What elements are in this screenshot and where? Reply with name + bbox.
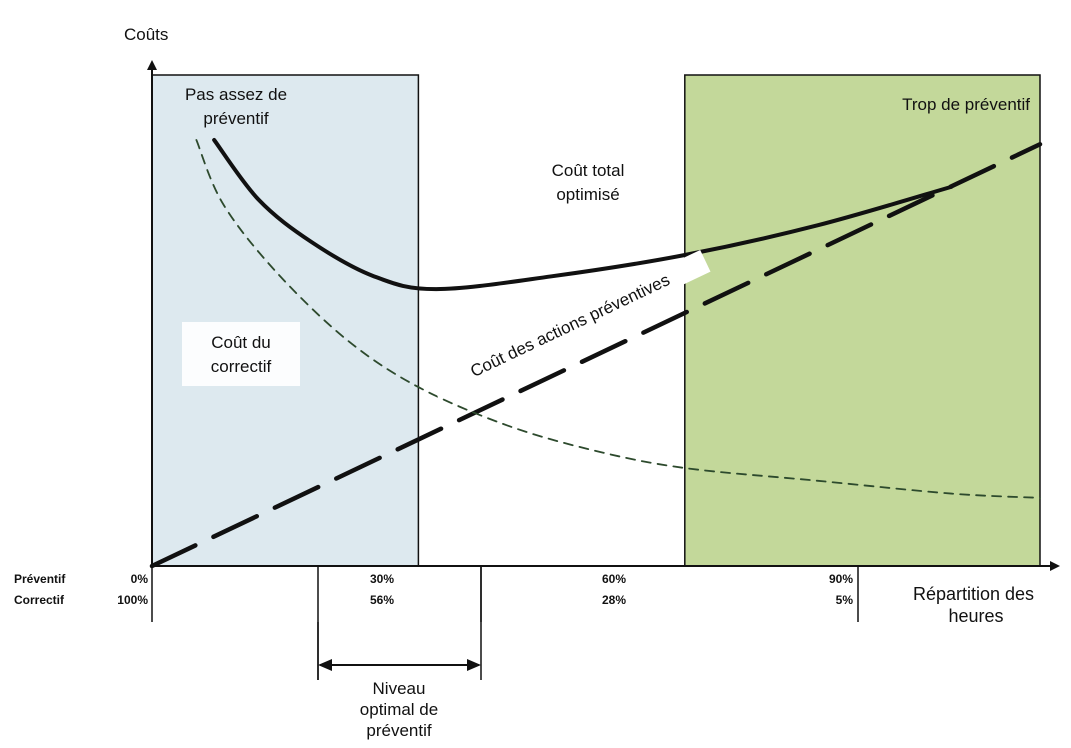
series-corrective-cost (195, 139, 1041, 499)
label-total-cost-line-0: Coût total (552, 161, 625, 180)
x-axis-label: Répartition des heures (913, 584, 1039, 626)
tick-correctif-0: 100% (117, 593, 148, 607)
optimal-label-line-0: Niveau (373, 679, 426, 698)
label-corrective-line-0: Coût du (211, 333, 271, 352)
region-label-1-line-0: Trop de préventif (902, 95, 1030, 114)
row-label-correctif: Correctif (14, 593, 65, 607)
series-layer (149, 138, 1043, 569)
tick-correctif-3: 5% (836, 593, 854, 607)
x-axis-title: Répartition des heures (913, 584, 1039, 626)
optimal-label-line-2: préventif (366, 721, 431, 740)
axes (147, 60, 1060, 622)
x-axis-label-line-2: heures (948, 606, 1003, 626)
tick-preventif-1: 30% (370, 572, 394, 586)
region-label-0-line-1: préventif (203, 109, 268, 128)
tick-correctif-2: 28% (602, 593, 626, 607)
label-corrective-box (182, 322, 300, 386)
region-too-little (151, 74, 420, 567)
optimal-label-line-1: optimal de (360, 700, 438, 719)
tick-preventif-2: 60% (602, 572, 626, 586)
regions-layer (151, 74, 1041, 567)
label-total-cost-line-1: optimisé (556, 185, 619, 204)
label-preventive-box (429, 249, 711, 401)
region-label-0-line-0: Pas assez de (185, 85, 287, 104)
row-label-preventif: Préventif (14, 572, 66, 586)
x-axis-label-line-1: Répartition des (913, 584, 1034, 604)
region-too-much (684, 74, 1041, 567)
region-labels: Pas assez de préventif Trop de préventif (185, 85, 1030, 128)
series-total-cost (212, 138, 954, 292)
series-preventive-cost (149, 142, 1043, 569)
y-axis-label: Coûts (124, 25, 168, 44)
label-corrective-line-1: correctif (211, 357, 272, 376)
tick-correctif-1: 56% (370, 593, 394, 607)
tick-preventif-0: 0% (131, 572, 149, 586)
tick-preventif-3: 90% (829, 572, 853, 586)
label-preventive: Coût des actions préventives (467, 270, 672, 381)
x-ticks: 0% 100% 30% 56% 60% 28% 90% 5% (117, 566, 859, 680)
optimal-range: Niveau optimal de préventif (317, 566, 482, 740)
